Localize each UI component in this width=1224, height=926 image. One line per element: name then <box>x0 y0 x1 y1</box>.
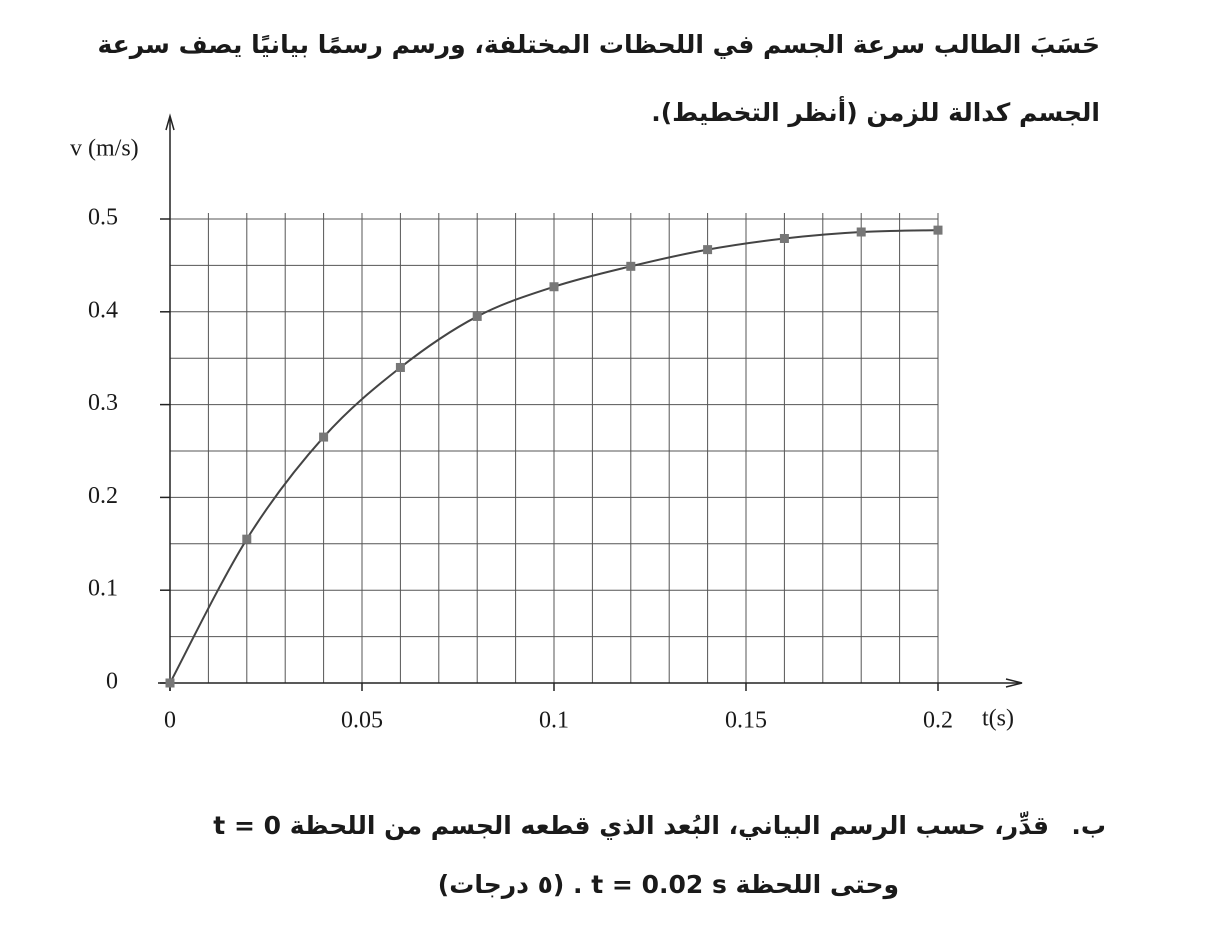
x-tick-label: 0 <box>164 708 176 734</box>
data-point <box>856 227 866 237</box>
data-point <box>165 678 175 688</box>
y-tick-label: 0 <box>106 669 118 695</box>
x-axis-label: t(s) <box>982 706 1014 732</box>
data-point <box>549 282 559 292</box>
question-line: وحتى اللحظة t = 0.02 s . (٥ درجات) <box>437 870 899 899</box>
data-point <box>703 245 713 255</box>
x-axis-arrow <box>1005 678 1023 688</box>
data-point <box>319 432 329 442</box>
y-axis-label: v (m/s) <box>70 136 139 162</box>
x-tick-label: 0.1 <box>539 708 569 734</box>
question-marker: ب. <box>1071 811 1106 840</box>
data-point <box>395 362 405 372</box>
y-tick-label: 0.5 <box>88 205 118 231</box>
data-point <box>626 261 636 271</box>
paragraph-line: الجسم كدالة للزمن (أنظر التخطيط). <box>651 98 1100 127</box>
y-tick-label: 0.2 <box>88 483 118 509</box>
data-line <box>169 229 939 684</box>
data-point <box>472 311 482 321</box>
y-tick-label: 0.1 <box>88 576 118 602</box>
y-axis-arrow <box>165 113 175 131</box>
data-point <box>242 534 252 544</box>
question-line: قدِّر، حسب الرسم البياني، البُعد الذي قط… <box>213 811 1049 840</box>
x-tick-label: 0.05 <box>341 708 383 734</box>
data-point <box>779 233 789 243</box>
x-tick-label: 0.2 <box>923 708 953 734</box>
paragraph-line: حَسَبَ الطالب سرعة الجسم في اللحظات المخ… <box>97 30 1100 59</box>
x-tick-label: 0.15 <box>725 708 767 734</box>
y-tick-label: 0.4 <box>88 297 118 323</box>
data-point <box>933 225 943 235</box>
y-tick-label: 0.3 <box>88 390 118 416</box>
